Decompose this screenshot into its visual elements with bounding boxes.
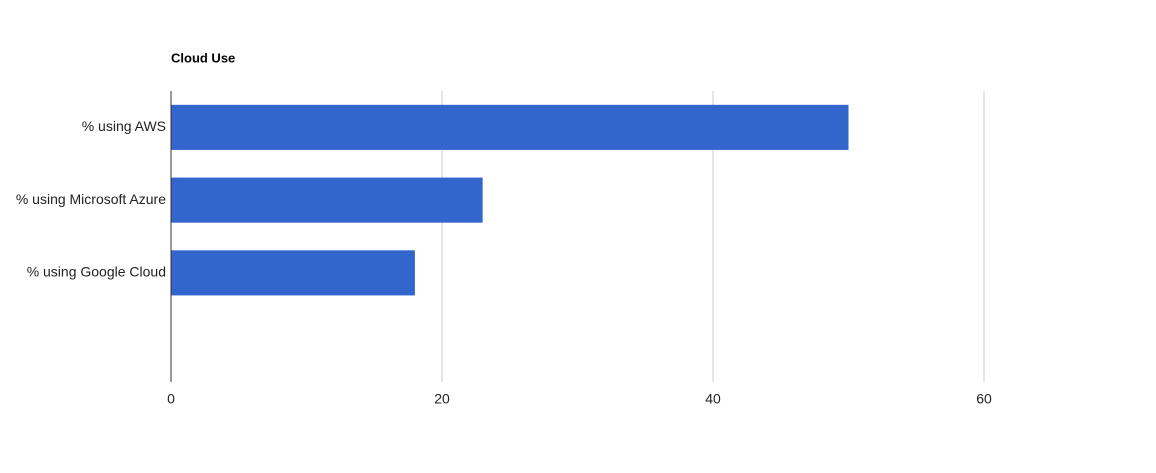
bar — [171, 250, 415, 296]
x-tick-label: 20 — [434, 391, 450, 407]
chart-title: Cloud Use — [171, 50, 235, 65]
y-tick-label: % using Google Cloud — [27, 264, 166, 280]
x-tick-label: 40 — [705, 391, 721, 407]
bar — [171, 177, 483, 223]
x-tick-label: 0 — [167, 391, 175, 407]
x-tick-label: 60 — [976, 391, 992, 407]
y-tick-label: % using Microsoft Azure — [16, 191, 166, 207]
bar — [171, 104, 849, 150]
y-tick-label: % using AWS — [82, 118, 166, 134]
